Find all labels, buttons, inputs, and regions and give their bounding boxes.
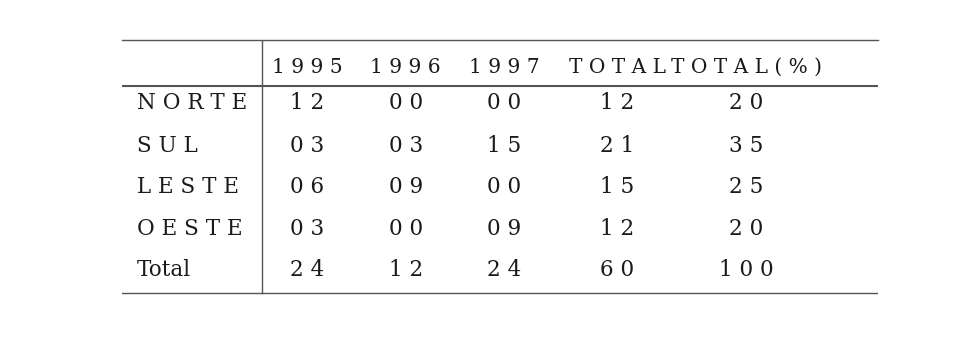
Text: L E S T E: L E S T E: [137, 176, 239, 198]
Text: 1 2: 1 2: [290, 92, 324, 114]
Text: 1 2: 1 2: [388, 259, 423, 281]
Text: 0 0: 0 0: [388, 92, 423, 114]
Text: 6 0: 6 0: [600, 259, 634, 281]
Text: T O T A L ( % ): T O T A L ( % ): [671, 58, 822, 77]
Text: 1 9 9 7: 1 9 9 7: [468, 58, 540, 77]
Text: 1 0 0: 1 0 0: [718, 259, 773, 281]
Text: 2 4: 2 4: [487, 259, 521, 281]
Text: 1 5: 1 5: [487, 134, 521, 156]
Text: 0 9: 0 9: [487, 218, 521, 240]
Text: N O R T E: N O R T E: [137, 92, 247, 114]
Text: 1 2: 1 2: [600, 218, 634, 240]
Text: 0 3: 0 3: [388, 134, 423, 156]
Text: 2 1: 2 1: [600, 134, 634, 156]
Text: Total: Total: [137, 259, 191, 281]
Text: O E S T E: O E S T E: [137, 218, 243, 240]
Text: T O T A L: T O T A L: [569, 58, 666, 77]
Text: 0 3: 0 3: [290, 218, 324, 240]
Text: 2 0: 2 0: [729, 218, 763, 240]
Text: 0 0: 0 0: [487, 176, 521, 198]
Text: 0 9: 0 9: [388, 176, 423, 198]
Text: 3 5: 3 5: [729, 134, 763, 156]
Text: 0 3: 0 3: [290, 134, 324, 156]
Text: 1 9 9 5: 1 9 9 5: [272, 58, 343, 77]
Text: 1 9 9 6: 1 9 9 6: [370, 58, 441, 77]
Text: 0 6: 0 6: [290, 176, 324, 198]
Text: 1 5: 1 5: [600, 176, 634, 198]
Text: 0 0: 0 0: [487, 92, 521, 114]
Text: 1 2: 1 2: [600, 92, 634, 114]
Text: 2 4: 2 4: [290, 259, 324, 281]
Text: 2 0: 2 0: [729, 92, 763, 114]
Text: 2 5: 2 5: [729, 176, 763, 198]
Text: S U L: S U L: [137, 134, 198, 156]
Text: 0 0: 0 0: [388, 218, 423, 240]
